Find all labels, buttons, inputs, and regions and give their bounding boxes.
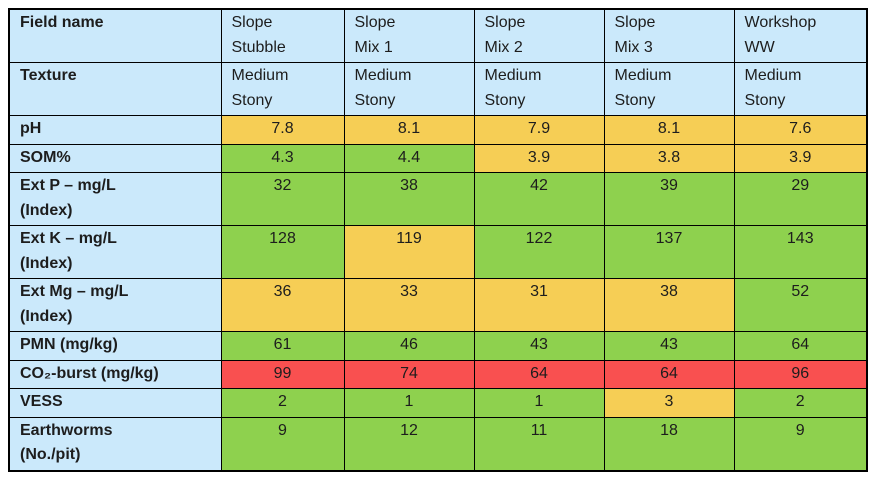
header-cell: Medium Stony	[603, 62, 735, 116]
value-cell: 46	[343, 331, 475, 361]
header-cell: Medium Stony	[220, 62, 345, 116]
value-cell: 74	[343, 359, 475, 389]
value-cell: 64	[603, 359, 735, 389]
value-cell: 42	[473, 172, 605, 226]
body-row-1: SOM% 4.3 4.4 3.9 3.8 3.9	[8, 143, 868, 173]
value-cell: 52	[733, 278, 868, 332]
value-cell: 2	[220, 388, 345, 418]
value-cell: 4.3	[220, 143, 345, 173]
value-cell: 31	[473, 278, 605, 332]
value-cell: 38	[343, 172, 475, 226]
value-cell: 7.9	[473, 115, 605, 145]
row-label: PMN (mg/kg)	[8, 331, 222, 361]
header-row-1: Texture Medium Stony Medium Stony Medium St…	[8, 62, 868, 116]
value-cell: 1	[343, 388, 475, 418]
header-cell: Medium Stony	[343, 62, 475, 116]
row-label: CO₂-burst (mg/kg)	[8, 359, 222, 389]
value-cell: 137	[603, 225, 735, 279]
value-cell: 1	[473, 388, 605, 418]
value-cell: 29	[733, 172, 868, 226]
value-cell: 9	[733, 416, 868, 471]
value-cell: 119	[343, 225, 475, 279]
header-cell: Slope Mix 3	[603, 8, 735, 63]
header-cell: Medium Stony	[473, 62, 605, 116]
value-cell: 122	[473, 225, 605, 279]
header-cell: Slope Mix 1	[343, 8, 475, 63]
header-cell: Slope Mix 2	[473, 8, 605, 63]
row-label: Field name	[8, 8, 222, 63]
header-row-0: Field name Slope Stubble Slope Mix 1 Slope …	[8, 8, 868, 63]
body-row-0: pH 7.8 8.1 7.9 8.1 7.6	[8, 115, 868, 145]
value-cell: 43	[473, 331, 605, 361]
value-cell: 32	[220, 172, 345, 226]
row-label: Ext K – mg/L (Index)	[8, 225, 222, 279]
value-cell: 18	[603, 416, 735, 471]
row-label: pH	[8, 115, 222, 145]
body-row-6: CO₂-burst (mg/kg) 99 74 64 64 96	[8, 359, 868, 389]
value-cell: 99	[220, 359, 345, 389]
body-row-8: Earthworms (No./pit) 9 12 11 18 9	[8, 416, 868, 471]
value-cell: 7.6	[733, 115, 868, 145]
value-cell: 39	[603, 172, 735, 226]
body-row-4: Ext Mg – mg/L (Index) 36 33 31 38 52	[8, 278, 868, 332]
value-cell: 96	[733, 359, 868, 389]
value-cell: 43	[603, 331, 735, 361]
header-cell: Workshop WW	[733, 8, 868, 63]
row-label: SOM%	[8, 143, 222, 173]
header-cell: Slope Stubble	[220, 8, 345, 63]
value-cell: 7.8	[220, 115, 345, 145]
value-cell: 4.4	[343, 143, 475, 173]
value-cell: 8.1	[343, 115, 475, 145]
value-cell: 3.9	[733, 143, 868, 173]
value-cell: 36	[220, 278, 345, 332]
table-body: Field name Slope Stubble Slope Mix 1 Slope …	[8, 8, 868, 471]
value-cell: 64	[733, 331, 868, 361]
soil-analysis-table: Field name Slope Stubble Slope Mix 1 Slope …	[8, 8, 868, 472]
value-cell: 143	[733, 225, 868, 279]
value-cell: 12	[343, 416, 475, 471]
body-row-3: Ext K – mg/L (Index) 128 119 122 137 143	[8, 225, 868, 279]
header-cell: Medium Stony	[733, 62, 868, 116]
value-cell: 64	[473, 359, 605, 389]
value-cell: 8.1	[603, 115, 735, 145]
value-cell: 33	[343, 278, 475, 332]
body-row-7: VESS 2 1 1 3 2	[8, 388, 868, 418]
value-cell: 38	[603, 278, 735, 332]
value-cell: 3.9	[473, 143, 605, 173]
value-cell: 9	[220, 416, 345, 471]
row-label: Ext Mg – mg/L (Index)	[8, 278, 222, 332]
value-cell: 3.8	[603, 143, 735, 173]
row-label: VESS	[8, 388, 222, 418]
row-label: Earthworms (No./pit)	[8, 416, 222, 471]
value-cell: 128	[220, 225, 345, 279]
body-row-2: Ext P – mg/L (Index) 32 38 42 39 29	[8, 172, 868, 226]
value-cell: 61	[220, 331, 345, 361]
row-label: Texture	[8, 62, 222, 116]
value-cell: 3	[603, 388, 735, 418]
row-label: Ext P – mg/L (Index)	[8, 172, 222, 226]
body-row-5: PMN (mg/kg) 61 46 43 43 64	[8, 331, 868, 361]
value-cell: 11	[473, 416, 605, 471]
value-cell: 2	[733, 388, 868, 418]
